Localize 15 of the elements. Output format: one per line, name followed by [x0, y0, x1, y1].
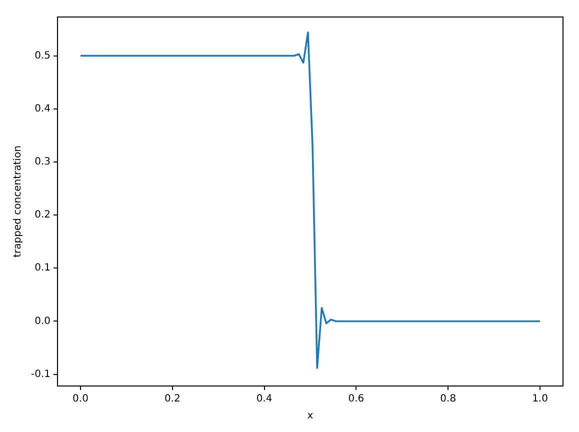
y-tick-label: 0.4 — [34, 103, 51, 114]
x-axis-title: x — [307, 410, 314, 422]
x-tick-label: 0.6 — [348, 394, 364, 405]
x-tick-label: 0.0 — [72, 394, 88, 405]
y-tick-label: 0.0 — [34, 316, 51, 327]
y-tick-label: 0.2 — [34, 210, 51, 221]
x-tick-label: 0.4 — [256, 394, 272, 405]
y-tick-label: 0.5 — [34, 50, 51, 62]
y-tick-label: -0.1 — [30, 368, 51, 380]
y-axis-title: trapped concentration — [12, 146, 24, 258]
y-tick-label: 0.3 — [34, 156, 51, 168]
y-tick-label: 0.1 — [34, 262, 51, 274]
x-tick-label: 0.8 — [440, 394, 456, 405]
x-tick-label: 1.0 — [532, 394, 548, 405]
x-tick-label: 0.2 — [164, 394, 180, 405]
